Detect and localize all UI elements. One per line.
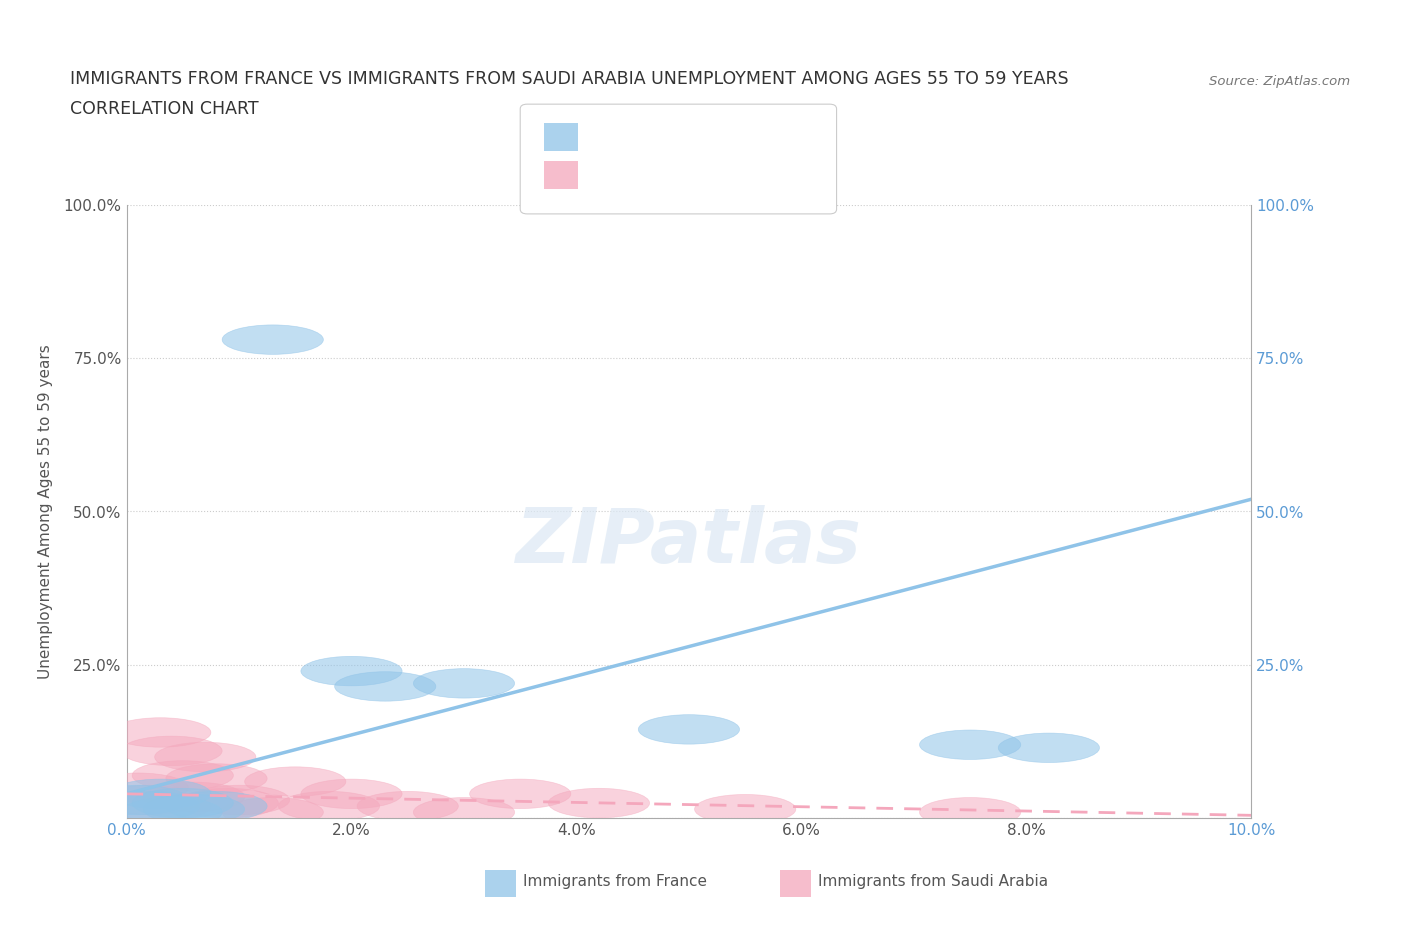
Text: R = -0.173   N = 21: R = -0.173 N = 21 <box>589 166 752 184</box>
Text: CORRELATION CHART: CORRELATION CHART <box>70 100 259 118</box>
Text: Immigrants from Saudi Arabia: Immigrants from Saudi Arabia <box>818 874 1049 889</box>
Y-axis label: Unemployment Among Ages 55 to 59 years: Unemployment Among Ages 55 to 59 years <box>38 344 52 679</box>
Text: R =  0.327    N = 14: R = 0.327 N = 14 <box>589 127 756 146</box>
Text: ZIPatlas: ZIPatlas <box>516 505 862 579</box>
Text: Source: ZipAtlas.com: Source: ZipAtlas.com <box>1209 75 1350 88</box>
Text: IMMIGRANTS FROM FRANCE VS IMMIGRANTS FROM SAUDI ARABIA UNEMPLOYMENT AMONG AGES 5: IMMIGRANTS FROM FRANCE VS IMMIGRANTS FRO… <box>70 71 1069 88</box>
Text: Immigrants from France: Immigrants from France <box>523 874 707 889</box>
